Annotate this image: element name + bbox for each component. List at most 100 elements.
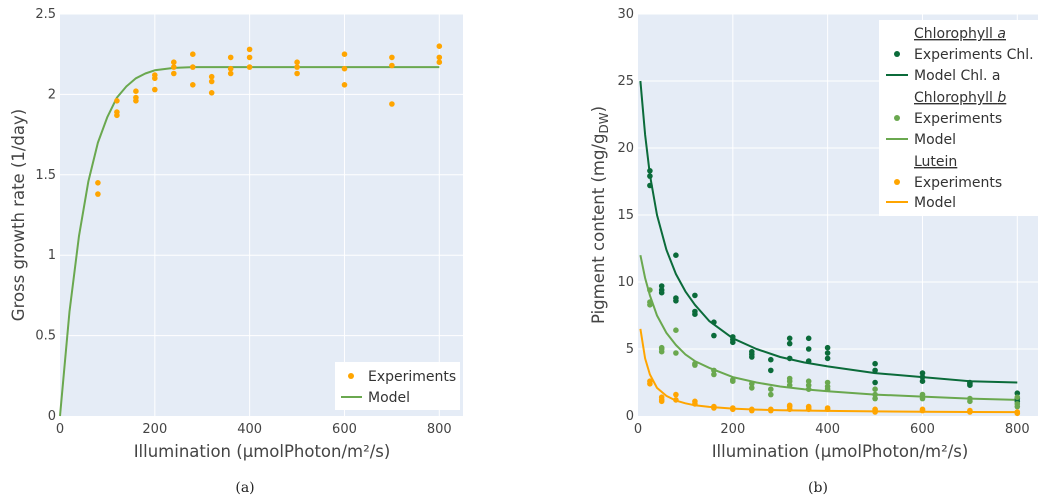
- chart-b-x-tick-label: 200: [720, 422, 745, 437]
- chart-b-data-point: [749, 354, 755, 360]
- chart-b-data-point: [673, 350, 679, 356]
- chart-b-model-line: [639, 328, 1018, 414]
- chart-a-data-point: [341, 51, 348, 57]
- chart-b-data-point: [824, 344, 831, 351]
- chart-b-data-point: [711, 319, 717, 326]
- chart-a-tick-labels: 0 0.5 1 1.5 2 2.5 0 200 400 600 800: [35, 7, 451, 437]
- chart-b-y-axis-title-subscript: DW: [597, 112, 611, 133]
- chart-b-y-tick-label: 10: [617, 275, 634, 290]
- chart-a-legend-model-label: Model: [368, 390, 410, 406]
- chart-a-data-point: [227, 70, 234, 77]
- chart-a-data-point: [208, 90, 215, 96]
- chart-b-legend-group-chl-a-title-main: Chlorophyll: [914, 26, 993, 42]
- chart-b-legend-group-chl-b-title: Chlorophyll b: [914, 90, 1006, 106]
- chart-a-data-point: [171, 70, 177, 77]
- chart-a-x-tick-label: 400: [237, 422, 262, 437]
- chart-b-data-point: [749, 385, 755, 391]
- chart-b-legend-chl-a-experiments-label: Experiments Chl. a: [914, 47, 1038, 63]
- chart-b-data-point: [786, 378, 793, 385]
- chart-b-data-point: [967, 398, 973, 405]
- chart-b-data-point: [647, 182, 653, 189]
- chart-b-data-point: [786, 382, 793, 389]
- chart-a-caption: (a): [235, 480, 254, 496]
- chart-b-data-point: [768, 386, 774, 393]
- chart-b-data-point: [673, 327, 679, 334]
- chart-a-data-point: [133, 98, 139, 104]
- chart-b-data-point: [805, 378, 812, 385]
- chart-a-x-tick-label: 600: [332, 422, 357, 437]
- chart-a-data-point: [294, 70, 300, 77]
- chart-a-data-point: [114, 112, 120, 119]
- chart-b-data-point: [872, 409, 878, 415]
- chart-a-data-point: [294, 59, 300, 65]
- chart-a-data-point: [171, 59, 177, 65]
- chart-a-data-point: [246, 46, 253, 53]
- chart-b: 0 5 10 15 20 25 30 0 200 400 600 800 Illumination (…: [589, 7, 1038, 496]
- chart-a-y-tick-label: 1.5: [35, 168, 56, 183]
- chart-b-data-point: [647, 287, 653, 293]
- chart-a-data-point: [389, 54, 395, 61]
- chart-b-data-point: [711, 371, 717, 378]
- chart-a-data-point: [341, 65, 348, 72]
- chart-b-data-point: [786, 340, 793, 347]
- chart-a-y-tick-label: 2: [48, 87, 56, 102]
- chart-b-data-point: [692, 401, 698, 407]
- chart-b-data-point: [824, 379, 831, 386]
- chart-a-y-tick-label: 0: [48, 409, 56, 424]
- chart-b-data-point: [872, 386, 878, 393]
- chart-b-x-tick-label: 800: [1005, 422, 1030, 437]
- chart-b-data-point: [786, 335, 793, 342]
- chart-b-caption: (b): [808, 480, 828, 496]
- chart-a-data-point: [208, 78, 215, 85]
- chart-b-data-point: [711, 405, 717, 411]
- chart-b-legend-group-chl-b-title-italic: b: [997, 90, 1006, 106]
- chart-a-data-point: [190, 51, 196, 57]
- chart-b-data-point: [711, 332, 717, 339]
- chart-a-data-point: [152, 86, 158, 93]
- chart-b-legend-box: [879, 20, 1038, 216]
- chart-a-x-axis-title: Illumination (μmolPhoton/m²/s): [134, 442, 391, 461]
- chart-b-data-point: [805, 386, 812, 393]
- chart-a-data-point: [294, 64, 300, 70]
- chart-b-marks: [639, 80, 1021, 417]
- chart-a-data-point: [171, 64, 177, 70]
- chart-b-x-tick-label: 600: [910, 422, 935, 437]
- chart-a-x-tick-label: 0: [56, 422, 64, 437]
- chart-b-data-point: [647, 381, 653, 387]
- chart-b-data-point: [711, 367, 717, 374]
- chart-b-y-tick-label: 20: [617, 141, 634, 156]
- chart-b-data-point: [919, 374, 926, 380]
- chart-b-legend-group-lutein-title: Lutein: [914, 154, 957, 170]
- chart-a-marks: [59, 43, 443, 417]
- chart-a-data-point: [246, 64, 253, 70]
- chart-b-data-point: [658, 283, 665, 289]
- chart-a-x-tick-label: 200: [142, 422, 167, 437]
- chart-b-data-point: [673, 391, 679, 398]
- chart-b-x-axis-title: Illumination (μmolPhoton/m²/s): [712, 442, 969, 461]
- chart-a-data-point: [227, 54, 234, 61]
- chart-a-data-point: [152, 75, 158, 82]
- chart-b-legend-group-chl-a-title-italic: a: [997, 26, 1006, 42]
- chart-a-y-tick-label: 1: [48, 248, 56, 263]
- chart-a-data-point: [133, 88, 139, 94]
- chart-b-data-point: [872, 367, 878, 374]
- chart-a-y-tick-label: 0.5: [35, 329, 56, 344]
- chart-b-legend-lutein-experiments-label: Experiments: [914, 175, 1002, 191]
- chart-a-data-point: [190, 82, 196, 88]
- chart-b-data-point: [919, 391, 926, 398]
- chart-b-data-point: [872, 360, 878, 367]
- chart-b-data-point: [824, 350, 831, 356]
- chart-a-data-point: [341, 82, 348, 88]
- chart-b-data-point: [805, 406, 812, 413]
- chart-a-plot-area: [60, 14, 463, 416]
- chart-a: 0 0.5 1 1.5 2 2.5 0 200 400 600 800 Illumination (…: [9, 7, 463, 496]
- chart-a-y-tick-label: 2.5: [35, 7, 56, 22]
- chart-a-data-point: [227, 65, 234, 72]
- chart-b-data-point: [692, 292, 698, 299]
- chart-b-legend-lutein-model-label: Model: [914, 195, 956, 211]
- chart-b-data-point: [872, 391, 878, 398]
- chart-b-y-axis-title-main: Pigment content (mg/g: [589, 134, 608, 324]
- chart-a-data-point: [190, 64, 196, 70]
- chart-b-model-line: [639, 80, 1018, 384]
